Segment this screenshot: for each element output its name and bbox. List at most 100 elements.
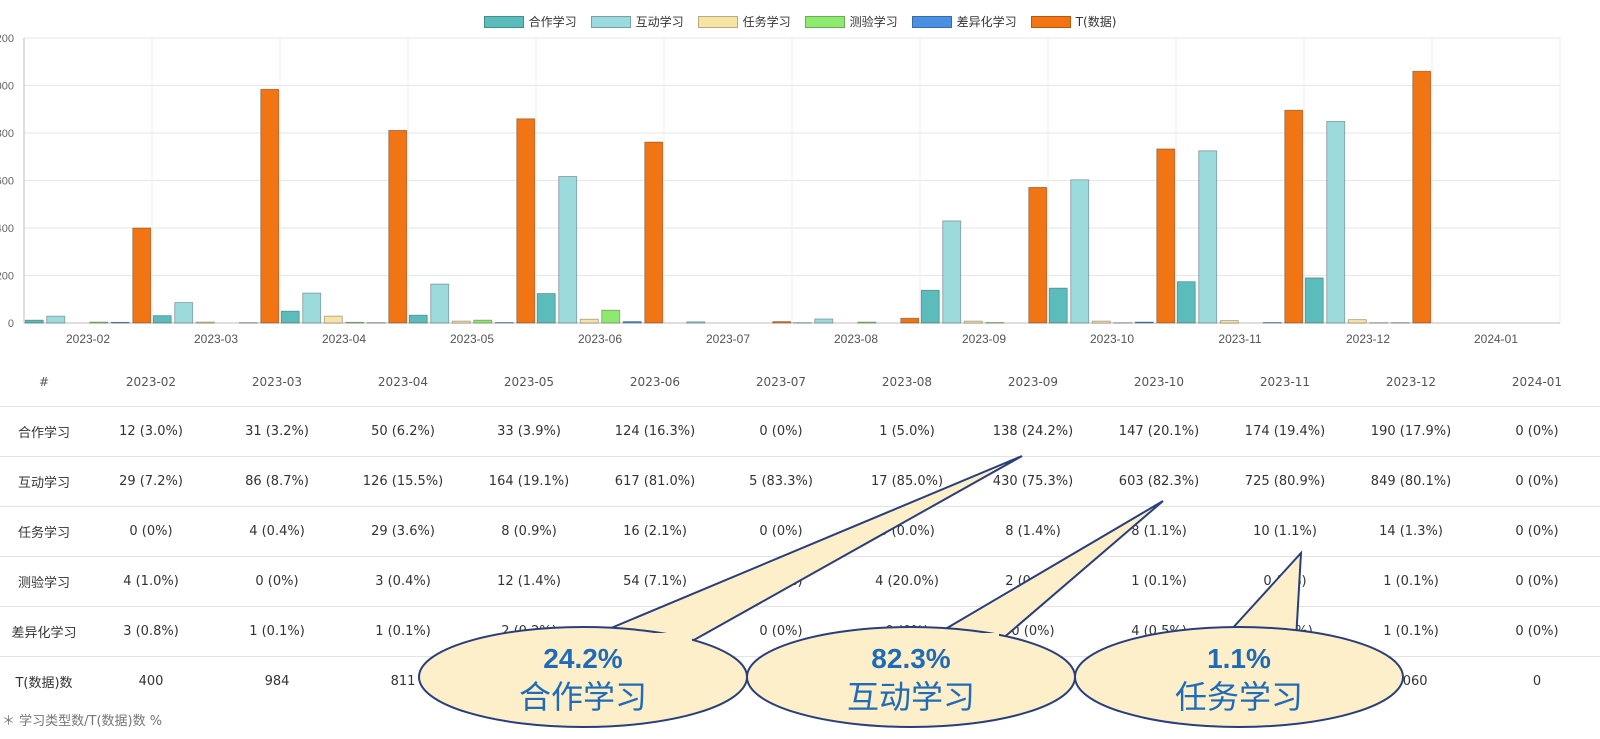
x-tick-label: 2023-12 — [1346, 332, 1390, 345]
table-cell: 126 (15.5%) — [340, 456, 466, 507]
table-cell: 725 (80.9%) — [1222, 456, 1348, 507]
legend-swatch — [911, 15, 952, 28]
table-header-cell: 2023-02 — [125, 375, 177, 389]
bar — [1134, 321, 1154, 324]
table-cell: 124 (16.3%) — [592, 406, 718, 457]
table-cell: 138 (24.2%) — [970, 406, 1096, 457]
table-cell: 14 (1.3%) — [1348, 506, 1474, 557]
table-header-row: #2023-02 2023-03 2023-04 2023-05 2023-06 2023… — [0, 358, 1600, 407]
x-tick-label: 2023-10 — [1090, 332, 1134, 345]
table-cell: 0 (0%) — [1474, 556, 1600, 607]
table-row: 合作学习 12 (3.0%) 31 (3.2%) 50 (6.2%) 33 (3.9%)… — [0, 406, 1600, 457]
table-cell: 8 (0.9%) — [466, 506, 592, 557]
table-cell: 0 (0%) — [718, 606, 844, 657]
x-tick-label: 2023-11 — [1218, 332, 1261, 345]
table-cell: 147 (20.1%) — [1096, 406, 1222, 457]
table-cell: 31 (3.2%) — [214, 406, 340, 457]
legend-item[interactable]: 互动学习 — [590, 13, 684, 30]
table-header-cell: 2023-03 — [251, 375, 303, 389]
bar — [579, 318, 599, 324]
table-cell: 1 (0.1%) — [1096, 556, 1222, 607]
bar — [622, 321, 642, 324]
table-header-index: # — [38, 375, 50, 389]
bar — [388, 129, 408, 324]
row-label: 测验学习 — [0, 556, 88, 607]
bar — [601, 309, 621, 324]
table-row: 差异化学习 3 (0.8%) 1 (0.1%) 1 (0.1%) 2 (0.2%) 6 (… — [0, 606, 1600, 657]
table-cell: 811 — [340, 656, 466, 706]
bar — [473, 319, 493, 324]
table-cell: 4 (1.0%) — [88, 556, 214, 607]
bar — [1284, 109, 1304, 324]
legend-item[interactable]: 差异化学习 — [911, 13, 1017, 30]
data-table: #2023-02 2023-03 2023-04 2023-05 2023-06 2023… — [0, 358, 1600, 706]
bar — [1176, 281, 1196, 324]
table-cell: 5 (83.3%) — [718, 456, 844, 507]
legend-label: 任务学习 — [742, 15, 791, 29]
table-cell: 984 — [214, 656, 340, 706]
table-cell: 0 (0%) — [718, 506, 844, 557]
table-cell: 860 — [466, 656, 592, 706]
legend-swatch — [1030, 15, 1071, 28]
table-cell: 29 (7.2%) — [88, 456, 214, 507]
table-cell: 4 (0.5%) — [1096, 606, 1222, 657]
bar-chart: 0 200 400 600 800 1000 1200 2023-02 2023-03 2023-… — [0, 33, 1561, 345]
table-header-cell: 2023-12 — [1385, 375, 1437, 389]
legend-swatch — [590, 15, 631, 28]
table-cell: 0 (0%) — [844, 606, 970, 657]
table-cell: 6 — [718, 656, 844, 706]
table-cell: 0 (0%) — [718, 406, 844, 457]
row-label: 任务学习 — [0, 506, 88, 557]
table-row: T(数据)数 400 984 811 860 762 6 20 571 733 896 1060 0 — [0, 656, 1600, 706]
table-cell: 16 (2.1%) — [592, 506, 718, 557]
row-label: 互动学习 — [0, 456, 88, 507]
legend-item[interactable]: 测验学习 — [804, 13, 898, 30]
bar — [1070, 179, 1090, 324]
bar — [132, 227, 152, 324]
table-cell: 12 (1.4%) — [466, 556, 592, 607]
table-cell: 0 (0%) — [1222, 556, 1348, 607]
table-cell: 33 (3.9%) — [466, 406, 592, 457]
bar — [1304, 277, 1324, 324]
table-row: 测验学习 4 (1.0%) 0 (0%) 3 (0.4%) 12 (1.4%) 54 (7… — [0, 556, 1600, 607]
y-tick-label: 600 — [0, 176, 14, 188]
table-header-cell: 2024-01 — [1511, 375, 1563, 389]
bar — [942, 220, 962, 324]
legend-label: 测验学习 — [849, 15, 898, 29]
table-cell: 400 — [88, 656, 214, 706]
legend-item[interactable]: 任务学习 — [697, 13, 791, 30]
bar — [1219, 320, 1239, 324]
x-tick-label: 2023-04 — [322, 332, 366, 345]
bar — [900, 317, 920, 324]
table-cell: 29 (3.6%) — [340, 506, 466, 557]
bar — [1326, 120, 1346, 324]
chart-legend: 合作学习 互动学习 任务学习 测验学习 差异化学习 T(数据) — [0, 13, 1600, 30]
legend-item[interactable]: 合作学习 — [483, 13, 577, 30]
legend-label: 合作学习 — [528, 15, 577, 29]
x-tick-label: 2023-09 — [962, 332, 1006, 345]
table-cell: 1 (0.1%) — [1348, 556, 1474, 607]
table-cell: 20 — [844, 656, 970, 706]
table-header-cell: 2023-04 — [377, 375, 429, 389]
table-cell: 896 — [1222, 656, 1348, 706]
footnote: ＊ 学习类型数/T(数据)数 % — [2, 714, 163, 729]
table-header-cell: 2023-05 — [503, 375, 555, 389]
bar — [963, 320, 983, 324]
y-tick-label: 1000 — [0, 81, 14, 93]
legend-label: 差异化学习 — [956, 15, 1017, 29]
bar — [1156, 148, 1176, 324]
legend-item[interactable]: T(数据) — [1030, 13, 1116, 30]
table-header-cell: 2023-07 — [755, 375, 807, 389]
bar — [558, 176, 578, 324]
bar — [174, 302, 194, 324]
bar — [430, 283, 450, 324]
legend-swatch — [697, 15, 738, 28]
table-cell: 54 (7.1%) — [592, 556, 718, 607]
bar — [1412, 70, 1432, 324]
table-cell: 849 (80.1%) — [1348, 456, 1474, 507]
x-tick-label: 2024-01 — [1474, 332, 1518, 345]
bar — [408, 314, 428, 324]
y-tick-label: 400 — [0, 223, 14, 235]
table-cell: 1060 — [1348, 656, 1474, 706]
bar — [686, 321, 706, 324]
